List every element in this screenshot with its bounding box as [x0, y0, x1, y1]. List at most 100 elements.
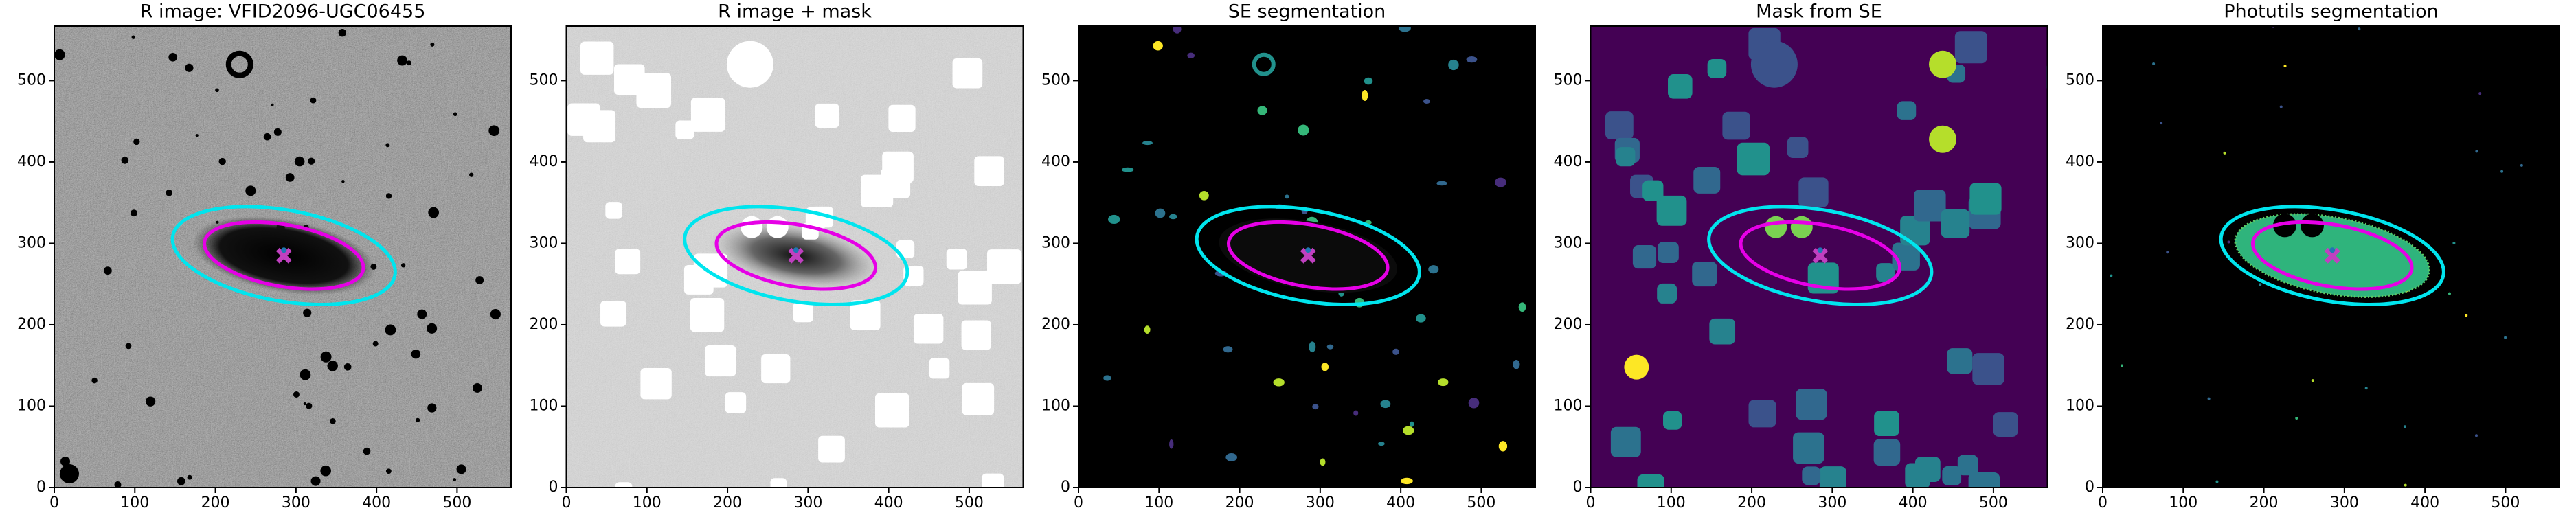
mask-square [1668, 74, 1693, 99]
star [133, 138, 140, 146]
mask-square [1798, 177, 1829, 207]
segment [2404, 483, 2407, 487]
segment-hole [2273, 214, 2297, 238]
segment [1410, 421, 1414, 427]
segment [2259, 283, 2262, 286]
mask-square [1873, 439, 1901, 466]
star [400, 263, 406, 268]
segment [2364, 387, 2368, 390]
mask-square [961, 320, 991, 350]
mask-square [818, 435, 845, 463]
star [310, 476, 321, 486]
y-tick-label: 0 [2085, 479, 2094, 496]
axes-frame [2102, 25, 2560, 488]
x-tick-label: 400 [362, 494, 391, 512]
segment [2110, 274, 2113, 277]
mask-square [683, 265, 714, 295]
x-tick-label: 300 [1306, 494, 1335, 512]
mask-square [929, 358, 950, 379]
center-marker [788, 247, 804, 264]
segment [1468, 398, 1480, 409]
star [338, 28, 347, 37]
star [385, 143, 390, 148]
mask-square [600, 301, 626, 327]
x-tick-label: 400 [1899, 494, 1928, 512]
segment [1423, 99, 1430, 104]
star [490, 309, 501, 320]
mask-square [690, 298, 725, 332]
x-tick-label: 100 [633, 494, 662, 512]
panel-title: Photutils segmentation [2224, 1, 2439, 23]
mask-square [583, 110, 616, 143]
y-tick-label: 0 [1573, 479, 1583, 496]
mask-square [1947, 348, 1973, 374]
segment [2166, 251, 2169, 254]
mask-square [725, 392, 747, 413]
mask-square [605, 202, 622, 219]
mask-square [913, 314, 944, 344]
image [1590, 26, 2048, 488]
segment [1298, 124, 1309, 136]
star [397, 55, 408, 66]
star [327, 360, 338, 371]
center-marker [275, 247, 292, 264]
segment [2160, 122, 2163, 125]
y-tick-label: 200 [1041, 316, 1070, 333]
panel-title: SE segmentation [1228, 1, 1386, 23]
mask-square [1656, 195, 1687, 226]
star [406, 60, 411, 66]
segment [1312, 404, 1319, 410]
axes-frame [1078, 25, 1536, 488]
axes-frame [565, 25, 1024, 488]
y-tick-label: 200 [1554, 316, 1583, 333]
segment [1223, 346, 1233, 353]
aperture-ellipse [714, 220, 878, 291]
segment [1285, 194, 1289, 199]
star [385, 468, 392, 474]
star [306, 402, 313, 409]
segment [2207, 397, 2211, 400]
segment [2478, 92, 2482, 95]
segment [1257, 106, 1267, 115]
segment [1108, 214, 1120, 225]
y-tick-label: 400 [530, 153, 558, 170]
mask-square [1637, 474, 1664, 488]
mask-circle [726, 41, 773, 88]
star [245, 185, 256, 196]
segment [1436, 181, 1447, 186]
mask-circle [741, 216, 763, 238]
star [303, 308, 312, 317]
star [91, 377, 98, 384]
x-tick-label: 500 [2491, 494, 2520, 512]
mask-square [1693, 166, 1721, 194]
star [300, 369, 311, 380]
center-dot [281, 247, 287, 253]
mask-square [1954, 31, 1987, 64]
y-tick-label: 300 [530, 234, 558, 251]
mask-square [850, 300, 881, 331]
y-tick-label: 300 [2066, 234, 2094, 251]
mask-square [1707, 59, 1727, 78]
panel-title: Mask from SE [1756, 1, 1882, 23]
segment [1362, 89, 1368, 101]
aperture-ellipse [2250, 220, 2414, 291]
star [427, 403, 437, 413]
image [2103, 26, 2560, 488]
aperture-ellipse [2219, 205, 2445, 307]
star [168, 52, 177, 62]
x-tick-label: 300 [2330, 494, 2359, 512]
segment [1494, 177, 1506, 187]
segment [1252, 52, 1276, 76]
segment [2520, 163, 2523, 167]
x-tick-label: 0 [2098, 494, 2108, 512]
y-tick-label: 300 [1041, 234, 1070, 251]
segment [1273, 378, 1285, 387]
mask-circle [1929, 50, 1957, 78]
segment [2504, 336, 2507, 339]
mask-circle [1765, 216, 1787, 238]
star [121, 157, 129, 164]
star [195, 134, 199, 137]
star [385, 324, 396, 336]
star [215, 88, 219, 93]
star [469, 172, 474, 177]
